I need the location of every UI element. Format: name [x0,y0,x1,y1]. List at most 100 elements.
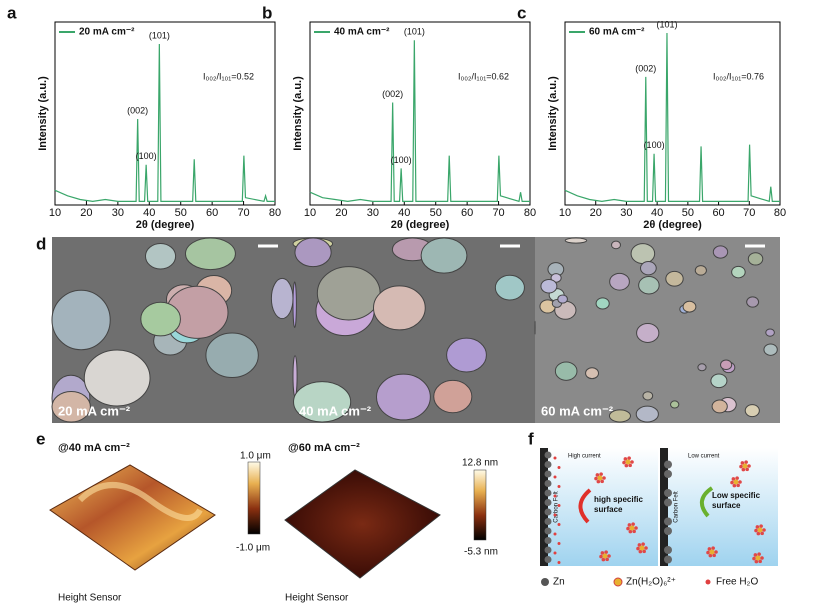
water [557,542,561,545]
electrode [540,448,548,566]
ion-water [738,480,742,484]
x-axis-label: 2θ (degree) [391,219,450,231]
ion-water [707,547,712,551]
sem-grain [446,337,487,373]
ion-water [623,457,628,461]
zn-atom [664,460,672,469]
ion-zn [602,553,608,559]
x-tick-label: 20 [590,207,602,219]
zn-atom [664,555,672,564]
ion-water [627,456,631,460]
x-axis-label: 2θ (degree) [643,219,702,231]
schematic: Carbon Felt Carbon Felt High current Low… [540,448,778,588]
x-tick-label: 10 [304,207,316,219]
afm-title: @60 mA cm⁻² [288,442,360,454]
zn-atom [664,489,672,497]
sem-grain [611,240,621,250]
sem-grain [294,237,332,268]
ion-water [762,528,766,532]
ion-water [759,524,763,528]
ion-water [601,557,606,562]
peak-label: (100) [644,140,665,150]
ion-water [760,531,764,536]
ion-water [744,460,748,464]
sem-label: 40 mA cm⁻² [299,403,372,418]
sem-grain [731,265,746,279]
zn-atom [664,517,672,526]
color-bar-max: 12.8 nm [462,458,498,469]
color-bar [473,469,487,541]
ion-zn [733,479,739,485]
sem-grain [557,294,568,304]
sem-grain [608,409,631,423]
zn-atom [544,537,552,544]
xrd-line [309,40,530,203]
legend-label: Free H₂O [716,577,758,588]
ion-water [644,546,648,550]
water [553,532,557,536]
x-tick-label: 40 [143,207,155,219]
water [553,475,557,479]
sem-grain [292,281,297,329]
water [557,523,561,526]
arrow [700,486,714,518]
zn-atom [544,556,552,563]
zn-atom [544,461,552,468]
surface-label: surface [594,505,623,514]
peak-label: (100) [136,151,157,161]
plot-frame [54,21,276,206]
intensity-ratio: I₀₀₂/I₁₀₁=0.62 [458,71,509,81]
ion-water [758,559,762,564]
x-tick-label: 40 [398,207,410,219]
sem-grain [697,363,707,372]
sem-grain [564,237,588,244]
ions [544,451,766,564]
peak-label: (002) [127,105,148,115]
surface-label: Low specific [712,491,761,500]
ion-water [628,529,633,534]
ion-water [595,473,600,477]
peak-label: (002) [635,63,656,73]
ion-water [596,479,601,484]
sem-grain [746,296,760,308]
zn-atom [544,527,552,535]
ion-water [757,552,761,556]
ion-zn [742,463,748,469]
sem-grain [747,252,764,266]
ion-zn [625,459,631,465]
ion-water [641,542,645,546]
ion-water [631,522,635,526]
ion-water [632,529,636,534]
ion-water [752,556,756,561]
water [557,504,561,507]
water [557,466,561,469]
zn-atom [544,499,552,506]
ion-water [756,531,761,536]
x-tick-label: 50 [175,207,187,219]
sem-grain [205,332,259,379]
sem-grain [720,359,733,371]
ion-water [638,549,643,554]
panel-label: e [36,429,45,448]
sem-grain [636,323,660,343]
sem-grain [642,391,654,401]
ion-zn [709,549,715,555]
zn-atom [664,498,672,507]
sem-grain [140,301,181,337]
x-tick-label: 60 [712,207,724,219]
panel-label: d [36,234,46,253]
sem-grain [765,328,775,337]
ion-water [642,549,646,554]
x-tick-label: 10 [49,207,61,219]
x-tick-label: 30 [112,207,124,219]
ion-water [755,525,760,529]
ion-water [711,546,715,550]
peak-label: (101) [149,30,170,40]
zn-atom [664,470,672,478]
plot-frame [564,21,781,206]
xrd-line [54,43,275,203]
ion-water [754,559,759,564]
panel-label: a [7,3,17,22]
ion-water [599,554,603,559]
x-tick-label: 40 [651,207,663,219]
